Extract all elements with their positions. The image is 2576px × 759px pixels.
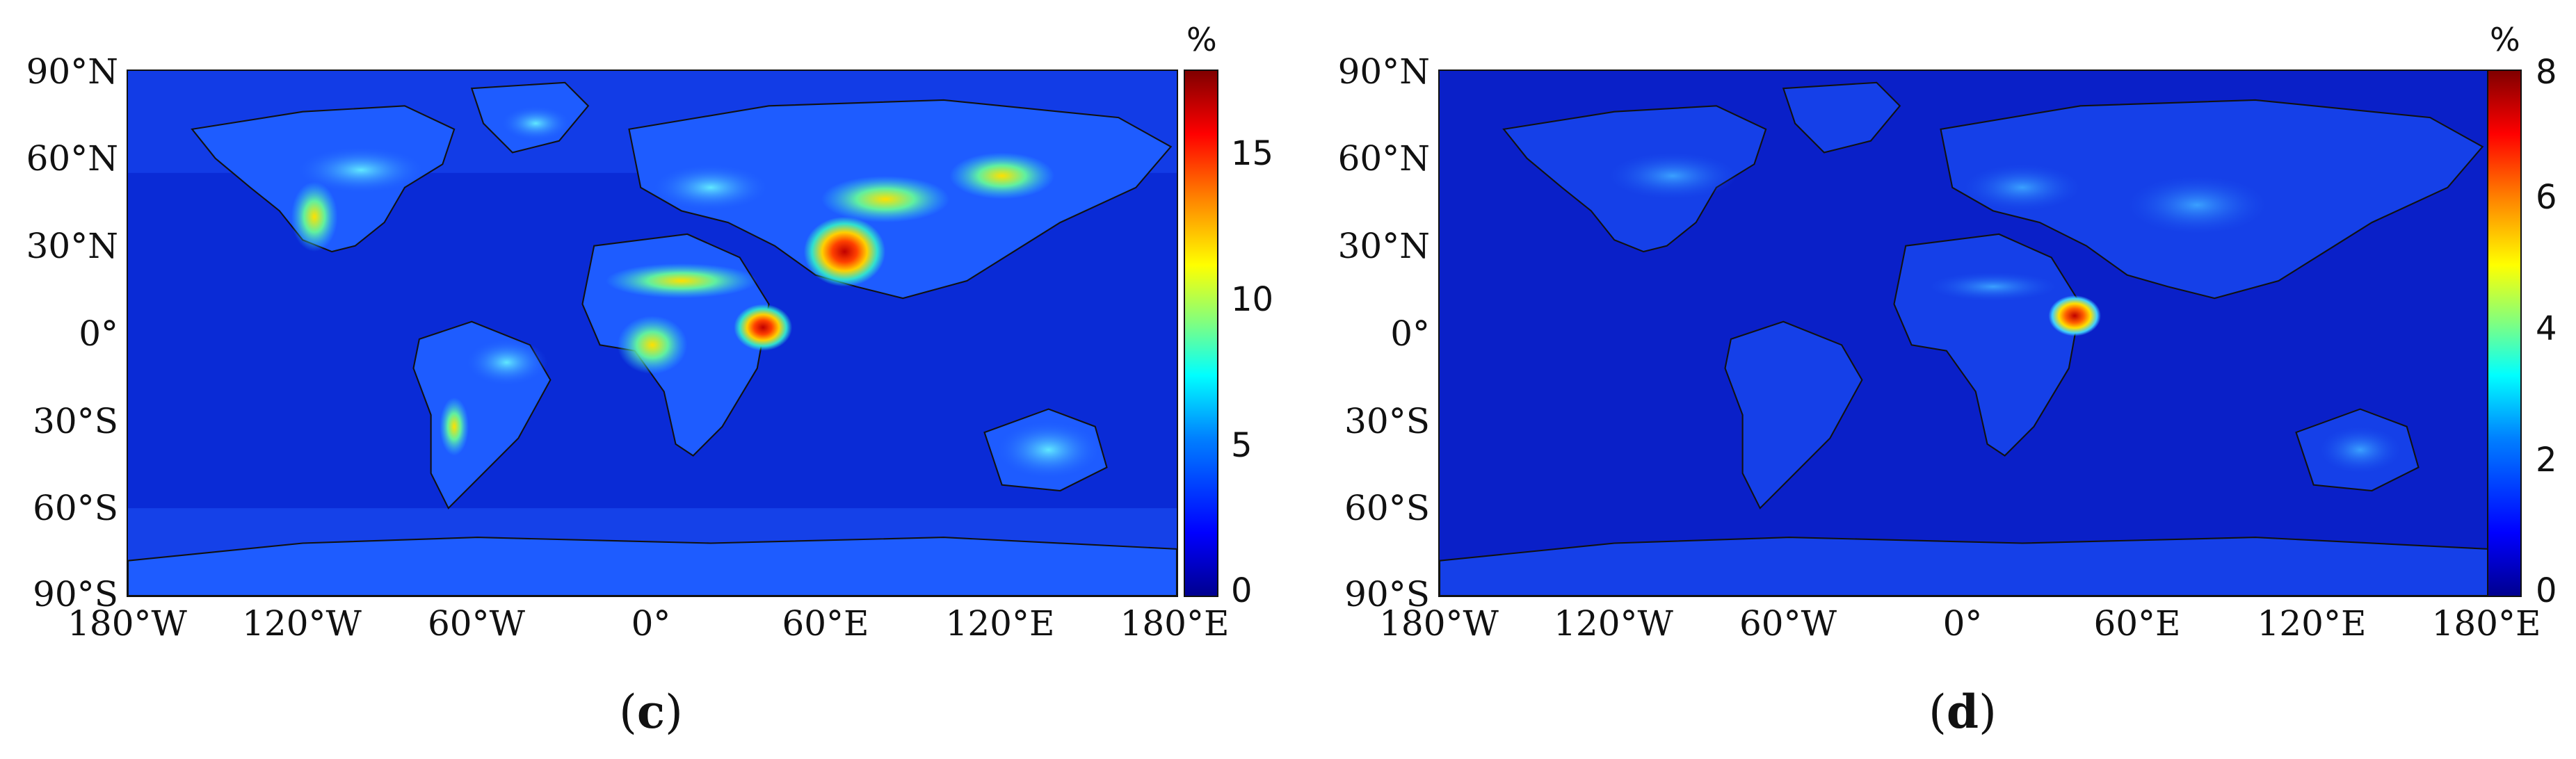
lon-label: 120°W	[1554, 603, 1673, 644]
colorbar-unit-d: %	[2490, 21, 2520, 58]
lon-label: 180°E	[2431, 603, 2541, 644]
lat-label: 90°N	[26, 51, 118, 92]
lon-label: 60°E	[2093, 603, 2181, 644]
lon-label: 0°	[631, 603, 671, 644]
colorbar-tick: 4	[2536, 309, 2557, 348]
map-canvas-c	[128, 71, 1177, 596]
map-canvas-d	[1440, 71, 2488, 596]
lon-label: 180°W	[67, 603, 187, 644]
lat-label: 90°S	[1344, 574, 1430, 614]
lat-label: 30°N	[26, 226, 118, 266]
lon-label: 120°E	[945, 603, 1055, 644]
colorbar-tick: 5	[1231, 426, 1253, 465]
lat-label: 30°N	[1337, 226, 1430, 266]
world-map-d	[1438, 70, 2490, 597]
colorbar-unit-c: %	[1186, 21, 1217, 58]
lat-label: 0°	[1390, 313, 1430, 354]
south-america	[1724, 320, 1863, 509]
lat-label: 90°N	[1337, 51, 1430, 92]
lon-label: 60°E	[782, 603, 869, 644]
lat-label: 0°	[79, 313, 118, 354]
colorbar-d	[2487, 70, 2522, 597]
antarctica	[128, 537, 1177, 596]
lat-label: 60°S	[33, 488, 118, 528]
panel-d: % 0 2 4 6 8 90°N 60°N 30°N 0° 30°S 60°S …	[1288, 0, 2576, 759]
antarctica	[1440, 537, 2488, 596]
colorbar-tick: 2	[2536, 441, 2557, 480]
panel-c: % 0 5 10 15 90°N 60°N 30°N 0° 30°S 60°S …	[26, 21, 1274, 739]
lat-label: 60°N	[1337, 138, 1430, 179]
lon-label: 120°E	[2257, 603, 2367, 644]
colorbar-tick: 8	[2536, 53, 2557, 92]
colorbar-tick: 0	[1231, 571, 1253, 610]
lon-label: 0°	[1942, 603, 1983, 644]
colorbar-tick: 0	[2536, 571, 2557, 610]
greenland	[1782, 81, 1901, 154]
world-map-c	[127, 70, 1178, 597]
colorbar-tick: 10	[1231, 280, 1274, 319]
lon-label: 60°W	[427, 603, 526, 644]
lon-label: 60°W	[1739, 603, 1837, 644]
hotspots-c	[291, 106, 1102, 480]
hotspots-d	[1608, 152, 2401, 473]
panel-caption-d: (d)	[1929, 685, 1997, 739]
lat-label: 90°S	[33, 574, 118, 614]
lon-label: 180°W	[1379, 603, 1499, 644]
lat-label: 60°S	[1344, 488, 1430, 528]
lon-label: 120°W	[242, 603, 362, 644]
lat-label: 60°N	[26, 138, 118, 179]
colorbar-tick: 6	[2536, 178, 2557, 217]
panel-caption-c: (c)	[619, 685, 683, 739]
lat-label: 30°S	[1344, 401, 1430, 441]
colorbar-tick: 15	[1231, 134, 1274, 173]
lon-label: 180°E	[1120, 603, 1230, 644]
colorbar-c	[1184, 70, 1218, 597]
lat-label: 30°S	[33, 401, 118, 441]
